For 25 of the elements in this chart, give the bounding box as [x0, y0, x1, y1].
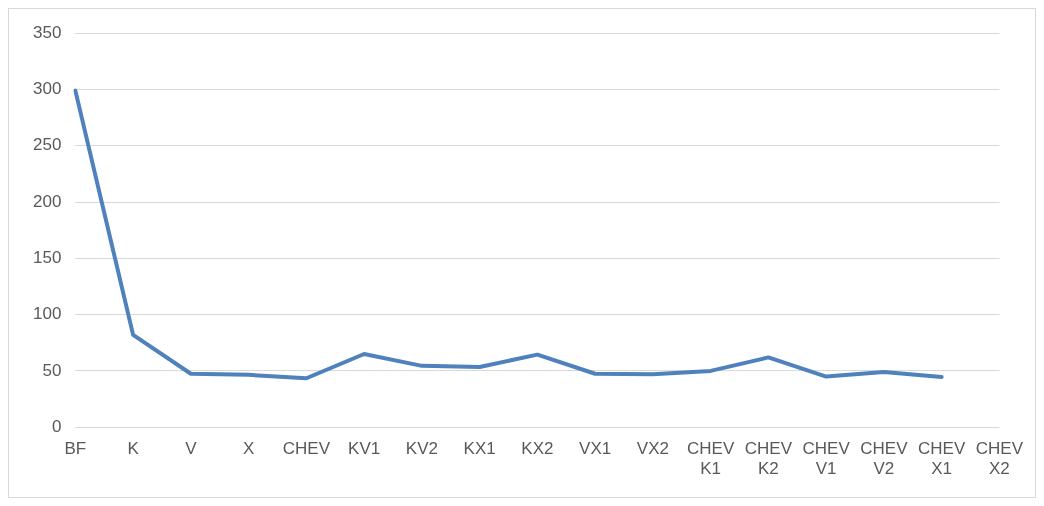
x-tick-label: CHEV V2 [860, 439, 909, 479]
x-tick-label: CHEV V1 [802, 439, 851, 479]
x-tick-label: VX2 [636, 439, 669, 459]
y-tick-label: 200 [32, 191, 62, 211]
x-tick-label: CHEV X2 [975, 439, 1024, 479]
x-tick-label: KV2 [405, 439, 438, 459]
y-tick-label: 0 [51, 416, 62, 436]
y-tick-label: 350 [32, 22, 62, 42]
x-tick-label: CHEV [282, 439, 331, 459]
x-tick-label: CHEV X1 [918, 439, 966, 479]
x-tick-label: CHEV K1 [687, 439, 735, 479]
x-tick-label: BF [64, 439, 87, 459]
y-tick-label: 100 [32, 304, 62, 324]
y-tick-label: 50 [42, 360, 62, 380]
x-tick-label: K [127, 439, 140, 459]
y-tick-label: 300 [32, 79, 62, 99]
x-tick-label: KV1 [348, 439, 381, 459]
x-tick-label: KX2 [521, 439, 554, 459]
y-tick-label: 150 [32, 248, 62, 268]
y-tick-label: 250 [32, 135, 62, 155]
x-tick-label: V [185, 439, 198, 459]
x-tick-label: VX1 [579, 439, 612, 459]
x-tick-label: CHEV K2 [744, 439, 793, 479]
x-tick-label: X [242, 439, 255, 459]
x-tick-label: KX1 [463, 439, 496, 459]
